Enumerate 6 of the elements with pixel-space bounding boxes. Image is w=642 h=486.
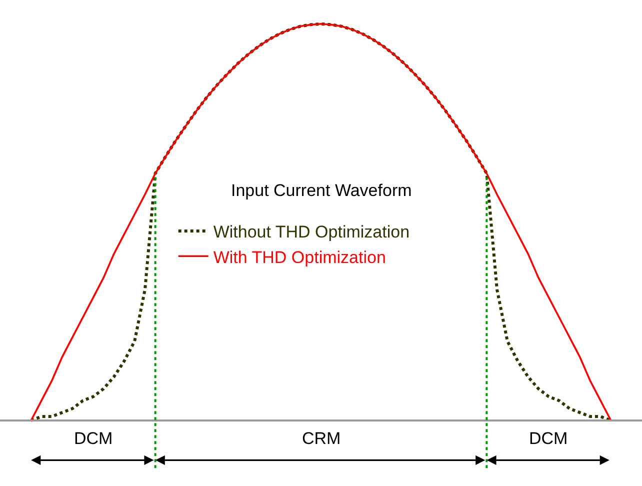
text: DCM bbox=[529, 429, 568, 448]
text: CRM bbox=[302, 429, 341, 448]
annotation: Input Current Waveform bbox=[231, 181, 412, 200]
legend-label: With THD Optimization bbox=[213, 248, 386, 267]
text: DCM bbox=[74, 429, 113, 448]
legend-label: Without THD Optimization bbox=[213, 222, 410, 242]
